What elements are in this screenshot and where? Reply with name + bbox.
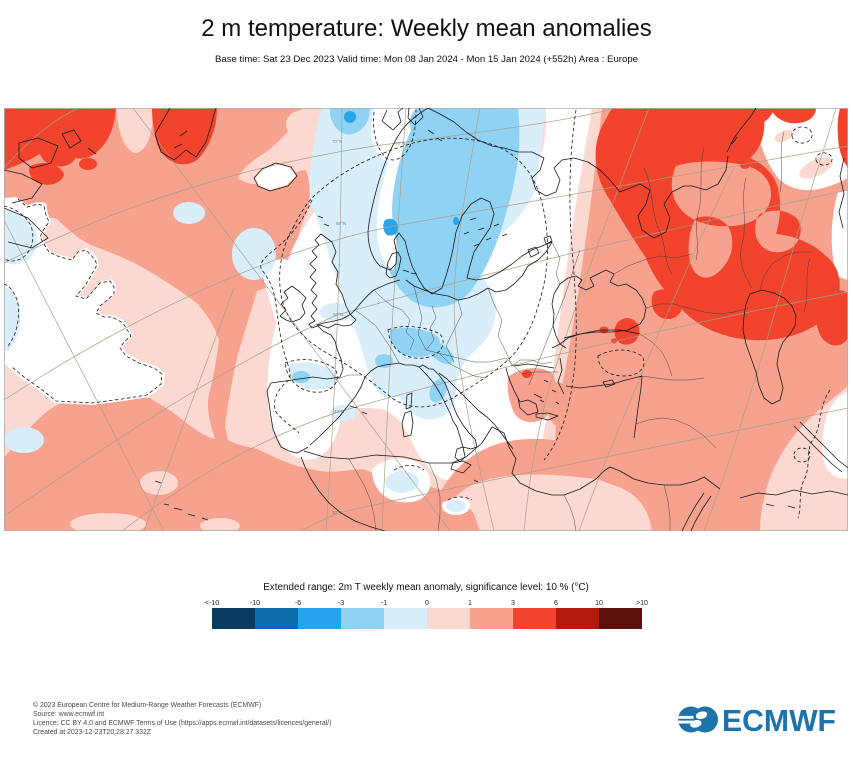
svg-text:6: 6 (554, 600, 558, 607)
svg-text:50°N: 50°N (333, 312, 343, 317)
svg-text:70°N: 70°N (332, 139, 342, 144)
svg-text:-3: -3 (338, 600, 344, 607)
svg-text:3: 3 (511, 600, 515, 607)
svg-text:-6: -6 (295, 600, 301, 607)
svg-text:<-10: <-10 (205, 600, 219, 607)
svg-text:10: 10 (595, 600, 603, 607)
svg-text:ECMWF: ECMWF (722, 703, 836, 738)
svg-text:-1: -1 (381, 600, 387, 607)
svg-text:-10: -10 (250, 600, 260, 607)
svg-text:>10: >10 (636, 600, 648, 607)
svg-text:70°N: 70°N (395, 141, 405, 146)
svg-text:0: 0 (425, 600, 429, 607)
svg-text:60°N: 60°N (336, 221, 346, 226)
svg-text:40°N: 40°N (334, 409, 344, 414)
svg-text:30°N: 30°N (332, 510, 342, 515)
svg-text:1: 1 (468, 600, 472, 607)
svg-text:Extended range: 2m T weekly me: Extended range: 2m T weekly mean anomaly… (263, 582, 589, 593)
